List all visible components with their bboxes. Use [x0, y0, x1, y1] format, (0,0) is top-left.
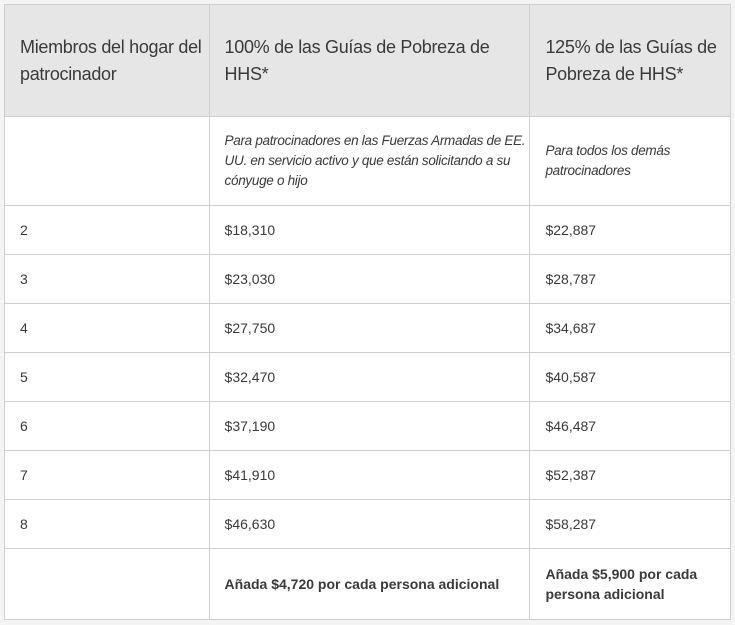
household-size-cell: 5: [4, 352, 210, 402]
amount-100-cell: $27,750: [208, 303, 531, 353]
household-size-cell: 3: [4, 254, 210, 304]
amount-100-cell: $18,310: [208, 205, 531, 255]
header-100-percent: 100% de las Guías de Pobreza de HHS*: [208, 4, 531, 117]
amount-125-cell: $46,487: [529, 401, 731, 451]
amount-125-cell: $58,287: [529, 499, 731, 549]
household-size-cell: 4: [4, 303, 210, 353]
additional-person-125: Añada $5,900 por cada persona adicional: [529, 548, 731, 620]
poverty-guidelines-table: Miembros del hogar del patrocinador 100%…: [4, 4, 731, 620]
amount-100-cell: $32,470: [208, 352, 531, 402]
amount-125-cell: $34,687: [529, 303, 731, 353]
table-row: 8 $46,630 $58,287: [4, 499, 731, 549]
amount-100-cell: $41,910: [208, 450, 531, 500]
household-size-cell: 8: [4, 499, 210, 549]
description-cell-empty: [4, 116, 210, 206]
table-row: 7 $41,910 $52,387: [4, 450, 731, 500]
amount-100-cell: $46,630: [208, 499, 531, 549]
amount-100-cell: $23,030: [208, 254, 531, 304]
table-row: 3 $23,030 $28,787: [4, 254, 731, 304]
additional-person-row: Añada $4,720 por cada persona adicional A…: [4, 548, 731, 620]
amount-125-cell: $28,787: [529, 254, 731, 304]
table-row: 2 $18,310 $22,887: [4, 205, 731, 255]
header-125-percent: 125% de las Guías de Pobreza de HHS*: [529, 4, 731, 117]
amount-100-cell: $37,190: [208, 401, 531, 451]
description-military: Para patrocinadores en las Fuerzas Armad…: [208, 116, 531, 206]
description-row: Para patrocinadores en las Fuerzas Armad…: [4, 116, 731, 206]
household-size-cell: 7: [4, 450, 210, 500]
header-row: Miembros del hogar del patrocinador 100%…: [4, 4, 731, 117]
household-size-cell: 6: [4, 401, 210, 451]
table-row: 4 $27,750 $34,687: [4, 303, 731, 353]
amount-125-cell: $22,887: [529, 205, 731, 255]
household-size-cell: 2: [4, 205, 210, 255]
amount-125-cell: $52,387: [529, 450, 731, 500]
amount-125-cell: $40,587: [529, 352, 731, 402]
table-row: 6 $37,190 $46,487: [4, 401, 731, 451]
header-household-members: Miembros del hogar del patrocinador: [4, 4, 210, 117]
footer-cell-empty: [4, 548, 210, 620]
description-others: Para todos los demás patrocinadores: [529, 116, 731, 206]
additional-person-100: Añada $4,720 por cada persona adicional: [208, 548, 531, 620]
table-row: 5 $32,470 $40,587: [4, 352, 731, 402]
